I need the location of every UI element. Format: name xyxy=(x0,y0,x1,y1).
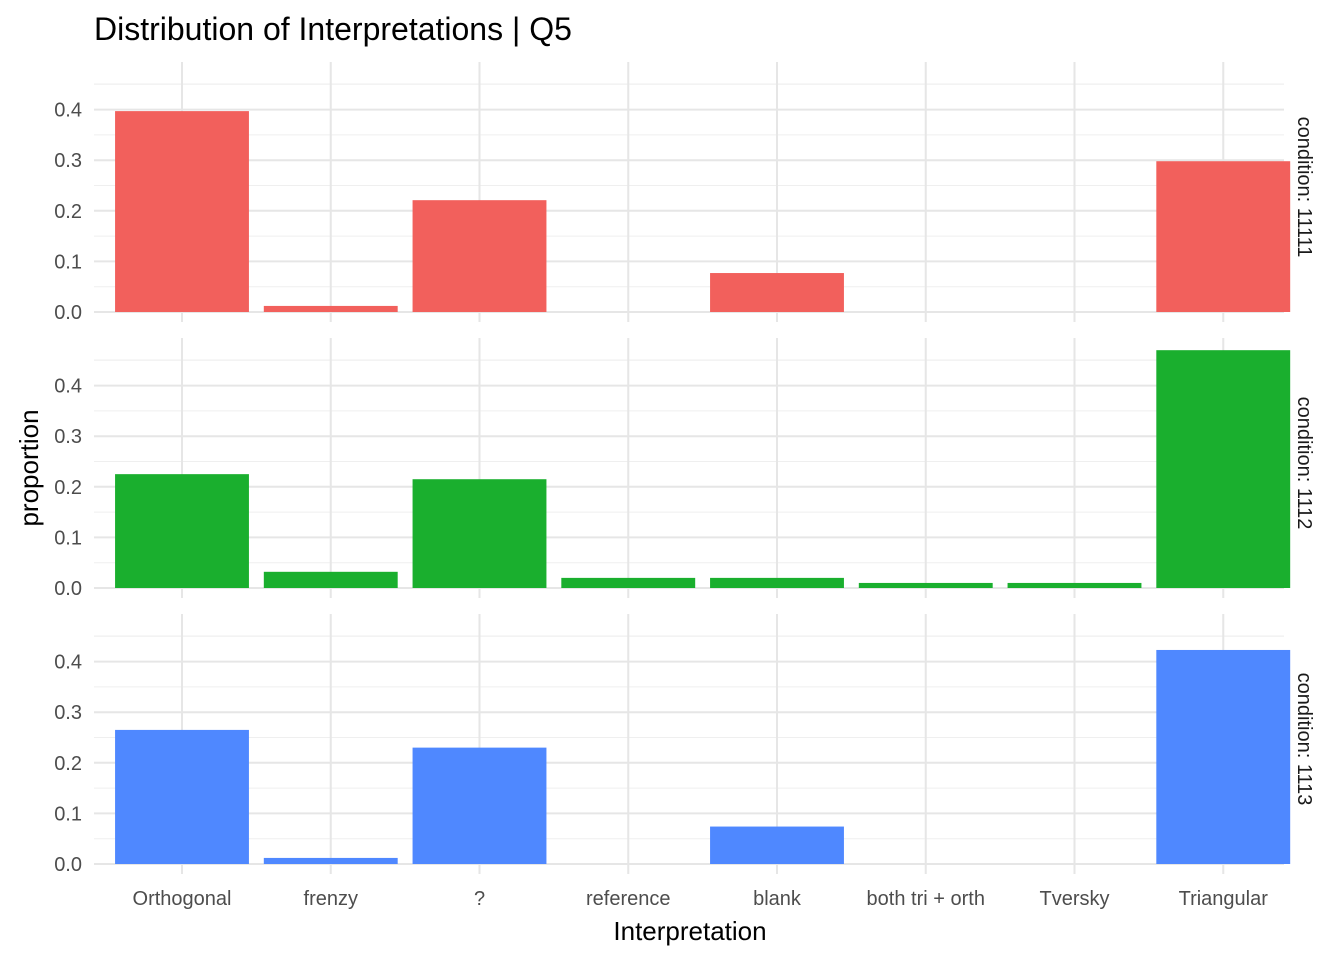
y-tick-label: 0.4 xyxy=(54,652,82,674)
facet-strip-label: condition: 11111 xyxy=(1293,117,1315,258)
x-tick-label: frenzy xyxy=(304,888,358,910)
x-tick-label: Triangular xyxy=(1179,888,1269,910)
bar-triangular xyxy=(1156,350,1291,588)
x-tick-label: both tri + orth xyxy=(867,888,985,910)
y-axis-title: proportion xyxy=(14,409,44,526)
bar-blank xyxy=(710,577,844,588)
x-tick-label: reference xyxy=(586,888,671,910)
bar-frenzy xyxy=(263,857,398,864)
bar-blank xyxy=(710,273,844,312)
facet-strip-label: condition: 1112 xyxy=(1293,397,1315,530)
bar-orthogonal xyxy=(115,111,249,312)
y-tick-label: 0.3 xyxy=(54,426,82,448)
y-tick-label: 0.1 xyxy=(54,527,82,549)
y-tick-label: 0.4 xyxy=(54,100,82,122)
x-tick-label: Tversky xyxy=(1040,888,1110,910)
y-tick-label: 0.1 xyxy=(54,251,82,273)
bar-frenzy xyxy=(263,305,398,312)
bar-both-tri-orth xyxy=(858,582,993,588)
bar-triangular xyxy=(1156,649,1291,864)
facet-panel: 0.0 0.1 0.2 0.3 0.4 condition: 11111 xyxy=(54,62,1315,324)
bar-orthogonal xyxy=(115,474,249,588)
y-tick-label: 0.0 xyxy=(54,578,82,600)
y-tick-label: 0.3 xyxy=(54,150,82,172)
x-tick-labels: Orthogonal frenzy? reference blank both tri … xyxy=(133,888,1269,910)
bar-blank xyxy=(710,826,844,864)
y-tick-label: 0.3 xyxy=(54,702,82,724)
x-tick-label: blank xyxy=(753,888,802,910)
facet-panel: 0.0 0.1 0.2 0.3 0.4 condition: 1112 xyxy=(54,338,1315,600)
x-tick-label: ? xyxy=(474,888,485,910)
bar-triangular xyxy=(1156,161,1291,312)
y-tick-label: 0.0 xyxy=(54,302,82,324)
bar-tversky xyxy=(1007,582,1142,588)
facet-strip-label: condition: 1113 xyxy=(1293,673,1315,806)
x-axis-title: Interpretation xyxy=(613,916,766,946)
bar-- xyxy=(412,479,547,588)
y-tick-label: 0.2 xyxy=(54,753,82,775)
bar-reference xyxy=(561,577,696,588)
y-tick-label: 0.2 xyxy=(54,477,82,499)
facet-panel: 0.0 0.1 0.2 0.3 0.4 condition: 1113 xyxy=(54,614,1315,876)
bar-frenzy xyxy=(263,571,398,588)
y-tick-label: 0.0 xyxy=(54,854,82,876)
chart-title: Distribution of Interpretations | Q5 xyxy=(94,11,572,47)
y-tick-label: 0.4 xyxy=(54,376,82,398)
bar-- xyxy=(412,200,547,312)
y-tick-label: 0.1 xyxy=(54,803,82,825)
bar-orthogonal xyxy=(115,729,249,864)
facet-panels: 0.0 0.1 0.2 0.3 0.4 condition: 11111 0.0 0.1 0.2… xyxy=(54,62,1315,876)
y-tick-label: 0.2 xyxy=(54,201,82,223)
bar-- xyxy=(412,747,547,864)
x-tick-label: Orthogonal xyxy=(133,888,232,910)
